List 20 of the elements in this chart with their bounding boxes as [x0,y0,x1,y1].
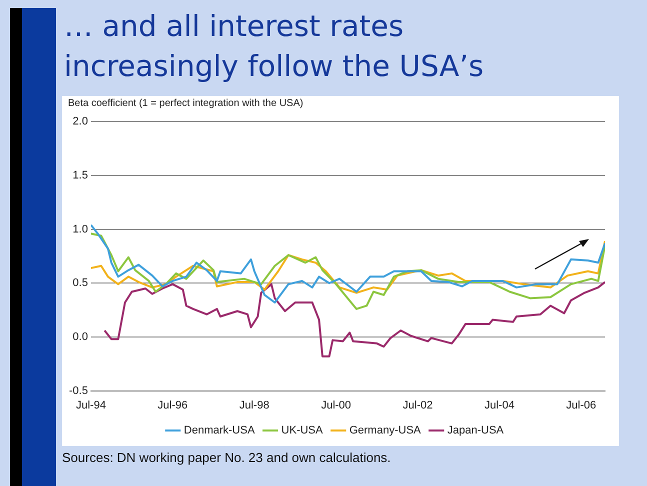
y-tick-label: -0.5 [68,384,88,397]
chart-subtitle: Beta coefficient (1 = perfect integration with the USA) [68,98,304,109]
x-tick-label: Jul-00 [321,399,352,412]
y-tick-label: 0.0 [72,330,88,343]
y-tick-label: 2.0 [72,116,88,128]
legend-label: Germany-USA [349,424,422,437]
legend-label: Denmark-USA [184,424,256,437]
x-tick-label: Jul-98 [239,399,270,412]
x-tick-label: Jul-96 [158,399,188,412]
x-tick-label: Jul-94 [76,399,106,412]
chart-title: … and all interest rates increasingly follow the USA’s [64,8,485,85]
y-tick-label: 1.0 [72,223,88,236]
x-tick-label: Jul-06 [566,399,596,412]
y-tick-label: 0.5 [72,277,88,290]
x-tick-label: Jul-02 [402,399,433,412]
y-tick-label: 1.5 [72,169,88,182]
legend-label: UK-USA [281,424,324,437]
x-tick-label: Jul-04 [484,399,514,412]
source-note: Sources: DN working paper No. 23 and own calculations. [62,450,391,465]
legend-label: Japan-USA [447,424,504,437]
